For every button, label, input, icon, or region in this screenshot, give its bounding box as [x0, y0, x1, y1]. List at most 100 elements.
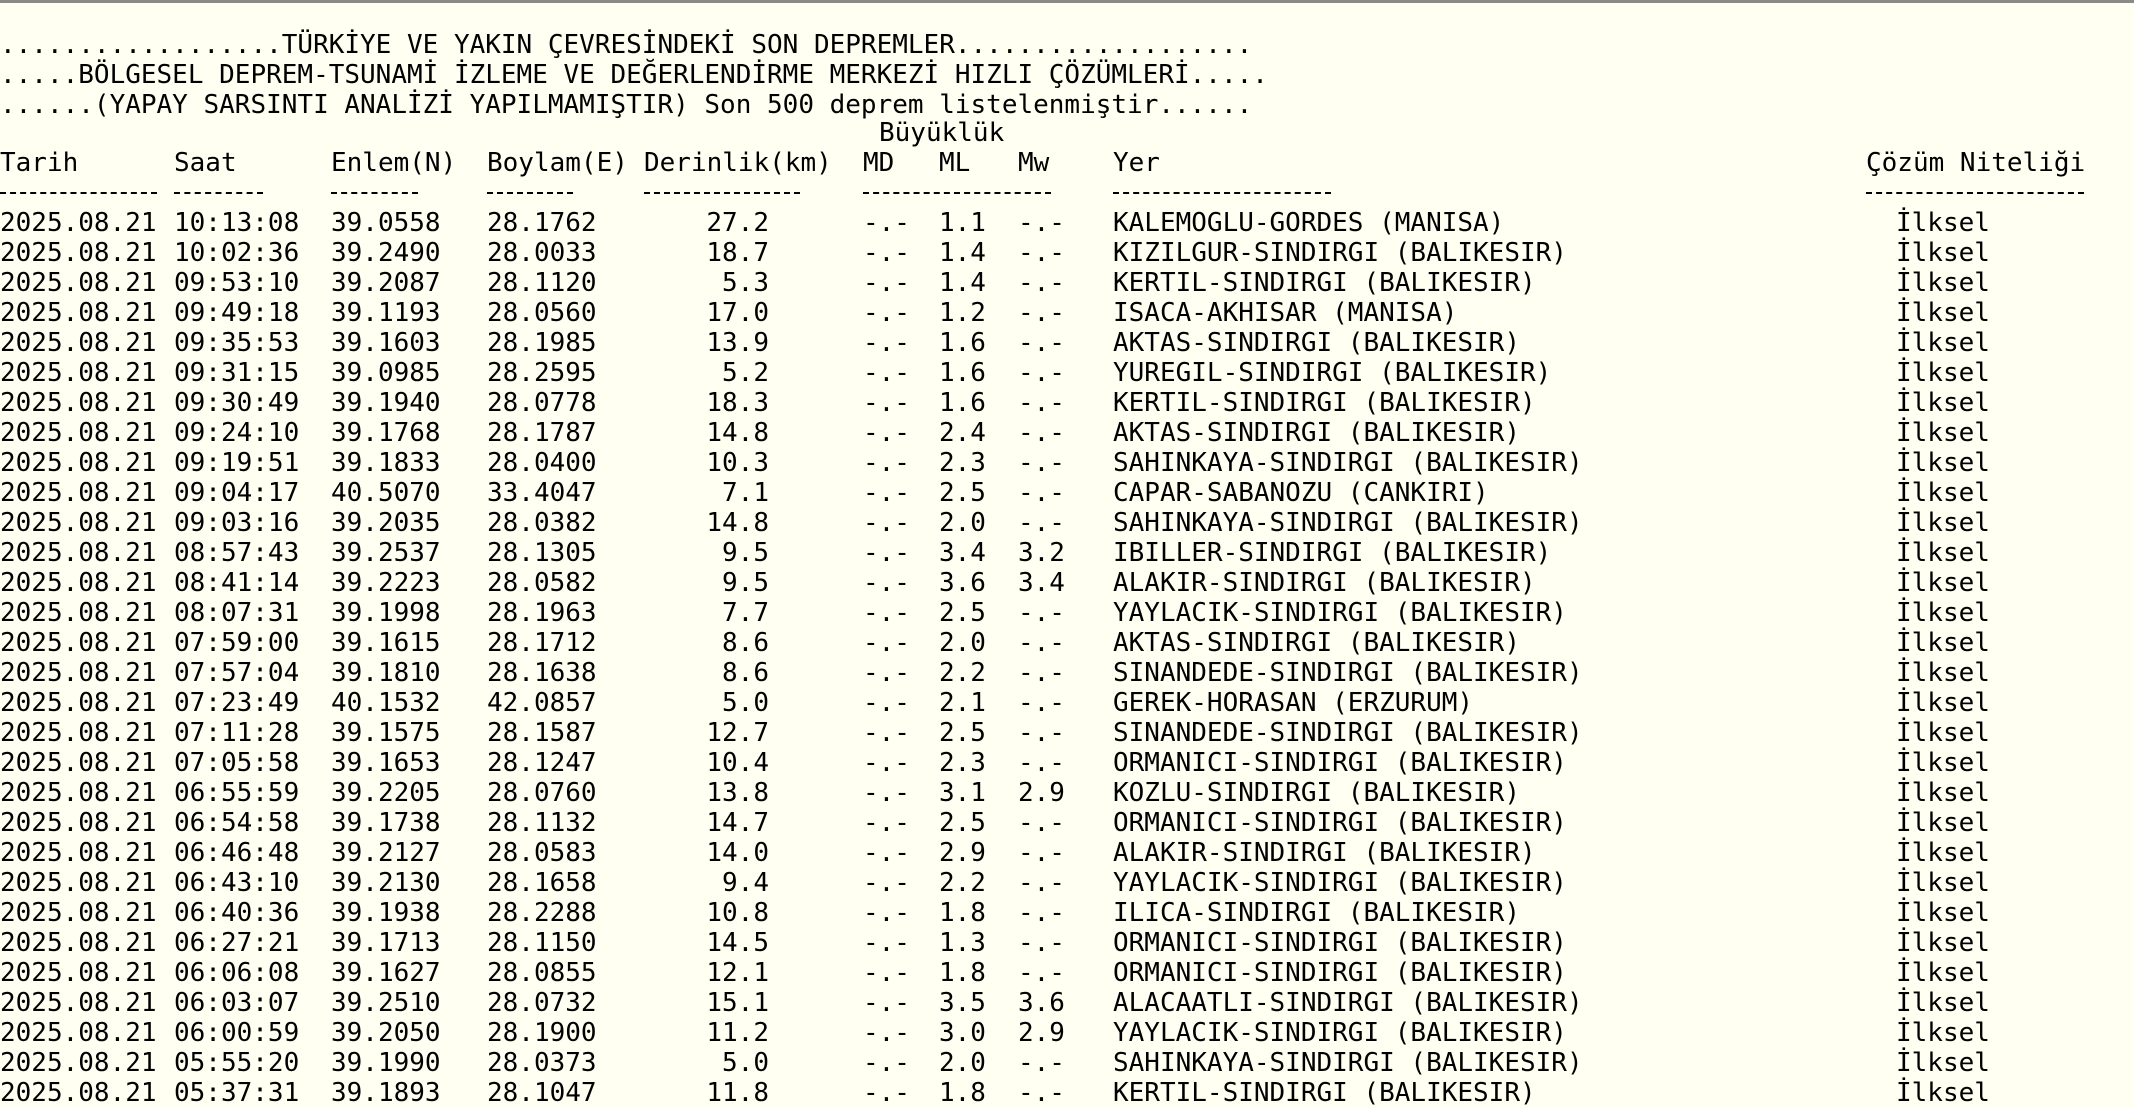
header-separator: [0, 178, 2134, 208]
column-headers: Tarih Saat Enlem(N) Boylam(E) Derinlik(k…: [0, 148, 2134, 178]
cell-location: SAHINKAYA-SINDIRGI (BALIKESIR): [1113, 448, 1583, 478]
cell-md: -.-: [863, 598, 910, 628]
cell-longitude: 28.0382: [487, 508, 597, 538]
cell-mw: -.-: [1018, 508, 1065, 538]
cell-time: 06:27:21: [174, 928, 300, 958]
cell-location: KERTIL-SINDIRGI (BALIKESIR): [1113, 388, 1536, 418]
cell-date: 2025.08.21: [0, 1078, 157, 1108]
cell-location: KOZLU-SINDIRGI (BALIKESIR): [1113, 778, 1520, 808]
cell-ml: 1.1: [939, 208, 986, 238]
table-row: 2025.08.21 06:46:48 39.2127 28.0583 14.0 -.- 2…: [0, 838, 2134, 868]
cell-quality: İlksel: [1896, 298, 1990, 328]
header-lat: Enlem(N): [331, 148, 457, 178]
cell-mw: -.-: [1018, 1078, 1065, 1108]
cell-mw: -.-: [1018, 658, 1065, 688]
cell-depth: 7.7: [722, 598, 769, 628]
table-row: 2025.08.21 05:55:20 39.1990 28.0373 5.0 -.- 2.…: [0, 1048, 2134, 1078]
cell-latitude: 39.1603: [331, 328, 441, 358]
cell-longitude: 28.0400: [487, 448, 597, 478]
cell-quality: İlksel: [1896, 238, 1990, 268]
cell-mw: -.-: [1018, 208, 1065, 238]
cell-quality: İlksel: [1896, 268, 1990, 298]
header-depth: Derinlik(km): [644, 148, 832, 178]
cell-latitude: 39.2130: [331, 868, 441, 898]
cell-latitude: 39.0985: [331, 358, 441, 388]
table-row: 2025.08.21 09:31:15 39.0985 28.2595 5.2 -.- 1.…: [0, 358, 2134, 388]
table-row: 2025.08.21 09:03:16 39.2035 28.0382 14.8 -.- 2…: [0, 508, 2134, 538]
cell-latitude: 39.1575: [331, 718, 441, 748]
cell-time: 07:23:49: [174, 688, 300, 718]
cell-time: 06:55:59: [174, 778, 300, 808]
cell-latitude: 39.1627: [331, 958, 441, 988]
cell-mw: 3.4: [1018, 568, 1065, 598]
cell-mw: 3.6: [1018, 988, 1065, 1018]
cell-md: -.-: [863, 658, 910, 688]
cell-md: -.-: [863, 448, 910, 478]
cell-md: -.-: [863, 1018, 910, 1048]
cell-quality: İlksel: [1896, 598, 1990, 628]
cell-latitude: 39.1615: [331, 628, 441, 658]
cell-quality: İlksel: [1896, 418, 1990, 448]
cell-md: -.-: [863, 928, 910, 958]
cell-location: AKTAS-SINDIRGI (BALIKESIR): [1113, 628, 1520, 658]
cell-quality: İlksel: [1896, 898, 1990, 928]
header-md: MD: [863, 148, 895, 178]
table-row: 2025.08.21 06:55:59 39.2205 28.0760 13.8 -.- 3…: [0, 778, 2134, 808]
header-lon: Boylam(E): [487, 148, 628, 178]
header-quality: Çözüm Niteliği: [1866, 148, 2086, 178]
cell-mw: -.-: [1018, 688, 1065, 718]
cell-depth: 10.3: [706, 448, 769, 478]
table-row: 2025.08.21 09:24:10 39.1768 28.1787 14.8 -.- 2…: [0, 418, 2134, 448]
cell-time: 08:07:31: [174, 598, 300, 628]
cell-location: YAYLACIK-SINDIRGI (BALIKESIR): [1113, 868, 1567, 898]
cell-mw: -.-: [1018, 238, 1065, 268]
cell-depth: 8.6: [722, 628, 769, 658]
cell-quality: İlksel: [1896, 748, 1990, 778]
cell-longitude: 42.0857: [487, 688, 597, 718]
cell-date: 2025.08.21: [0, 748, 157, 778]
cell-ml: 3.6: [939, 568, 986, 598]
cell-location: ORMANICI-SINDIRGI (BALIKESIR): [1113, 808, 1567, 838]
cell-longitude: 28.1132: [487, 808, 597, 838]
separator: [1866, 192, 2084, 194]
cell-mw: 2.9: [1018, 778, 1065, 808]
magnitude-group-header: Büyüklük: [0, 118, 2134, 148]
cell-ml: 1.4: [939, 238, 986, 268]
cell-mw: -.-: [1018, 388, 1065, 418]
cell-latitude: 39.2223: [331, 568, 441, 598]
cell-mw: -.-: [1018, 358, 1065, 388]
cell-longitude: 28.1305: [487, 538, 597, 568]
table-row: 2025.08.21 09:04:17 40.5070 33.4047 7.1 -.- 2.…: [0, 478, 2134, 508]
cell-time: 10:13:08: [174, 208, 300, 238]
cell-mw: -.-: [1018, 898, 1065, 928]
cell-date: 2025.08.21: [0, 328, 157, 358]
cell-longitude: 28.1658: [487, 868, 597, 898]
cell-depth: 9.5: [722, 538, 769, 568]
cell-mw: -.-: [1018, 328, 1065, 358]
cell-location: SINANDEDE-SINDIRGI (BALIKESIR): [1113, 658, 1583, 688]
table-row: 2025.08.21 09:53:10 39.2087 28.1120 5.3 -.- 1.…: [0, 268, 2134, 298]
header-mw: Mw: [1018, 148, 1050, 178]
cell-longitude: 33.4047: [487, 478, 597, 508]
cell-md: -.-: [863, 868, 910, 898]
cell-latitude: 39.1193: [331, 298, 441, 328]
cell-quality: İlksel: [1896, 478, 1990, 508]
title-line-2: .....BÖLGESEL DEPREM-TSUNAMİ İZLEME VE D…: [0, 60, 1268, 90]
cell-depth: 18.3: [706, 388, 769, 418]
cell-latitude: 39.1998: [331, 598, 441, 628]
cell-location: AKTAS-SINDIRGI (BALIKESIR): [1113, 418, 1520, 448]
separator: [1113, 192, 1331, 194]
cell-md: -.-: [863, 328, 910, 358]
cell-longitude: 28.1247: [487, 748, 597, 778]
cell-date: 2025.08.21: [0, 208, 157, 238]
table-row: 2025.08.21 08:57:43 39.2537 28.1305 9.5 -.- 3.…: [0, 538, 2134, 568]
cell-location: ISACA-AKHISAR (MANISA): [1113, 298, 1458, 328]
cell-latitude: 39.2035: [331, 508, 441, 538]
cell-date: 2025.08.21: [0, 628, 157, 658]
cell-time: 09:19:51: [174, 448, 300, 478]
cell-latitude: 39.2050: [331, 1018, 441, 1048]
cell-ml: 2.5: [939, 478, 986, 508]
cell-ml: 1.2: [939, 298, 986, 328]
cell-latitude: 39.1940: [331, 388, 441, 418]
table-row: 2025.08.21 06:00:59 39.2050 28.1900 11.2 -.- 3…: [0, 1018, 2134, 1048]
